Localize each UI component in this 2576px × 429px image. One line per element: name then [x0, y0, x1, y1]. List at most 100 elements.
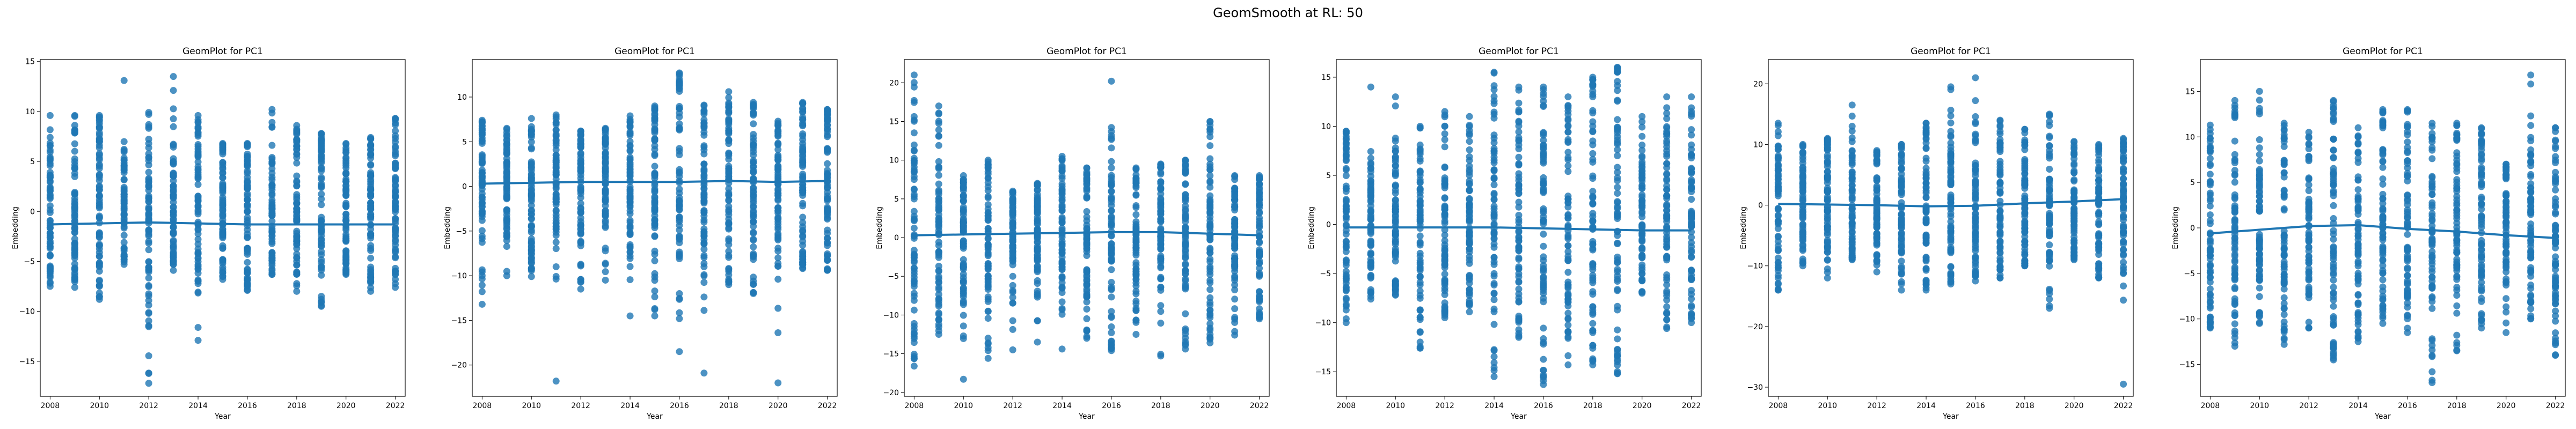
data-point: [194, 166, 202, 174]
data-point: [602, 180, 609, 187]
data-point: [1663, 160, 1671, 167]
data-point: [1058, 275, 1066, 282]
data-point: [1466, 195, 1473, 202]
data-point: [71, 165, 78, 173]
data-point: [1231, 295, 1239, 303]
data-point: [750, 209, 757, 216]
data-point: [1774, 128, 1782, 136]
data-point: [824, 195, 831, 203]
data-point: [145, 246, 152, 254]
data-point: [1108, 164, 1115, 172]
data-point: [46, 278, 54, 286]
data-point: [318, 190, 325, 198]
data-point: [1392, 167, 1399, 174]
data-point: [367, 279, 375, 286]
data-point: [1083, 305, 1091, 313]
data-point: [1490, 214, 1498, 222]
data-point: [1058, 298, 1066, 306]
y-tick-label: −15: [19, 358, 35, 366]
data-point: [910, 323, 918, 330]
data-point: [935, 132, 942, 140]
data-point: [71, 212, 78, 219]
data-point: [700, 207, 708, 214]
data-point: [984, 354, 992, 362]
data-point: [71, 128, 78, 135]
data-point: [1416, 148, 1424, 156]
data-point: [528, 160, 535, 167]
data-point: [774, 204, 782, 212]
data-point: [1132, 236, 1140, 243]
data-point: [725, 136, 733, 144]
data-point: [1058, 167, 1066, 175]
data-point: [960, 274, 967, 282]
data-point: [1441, 284, 1448, 292]
data-point: [1157, 210, 1165, 218]
y-tick-label: 10: [457, 93, 467, 102]
data-point: [1083, 221, 1091, 229]
data-point: [824, 114, 831, 121]
data-point: [1614, 190, 1621, 197]
data-point: [774, 192, 782, 199]
data-point: [552, 275, 560, 283]
data-point: [1108, 135, 1115, 142]
data-point: [1231, 176, 1239, 183]
x-tick-label: 2008: [1337, 402, 1356, 410]
data-point: [392, 226, 399, 234]
data-point: [602, 196, 609, 204]
data-point: [774, 224, 782, 231]
data-point: [1638, 261, 1646, 269]
data-point: [194, 250, 202, 257]
data-point: [1638, 277, 1646, 284]
data-point: [318, 264, 325, 272]
data-point: [1873, 231, 1880, 238]
data-point: [750, 236, 757, 244]
data-point: [342, 267, 350, 274]
data-point: [71, 140, 78, 147]
data-point: [651, 287, 658, 295]
data-point: [120, 77, 128, 84]
data-point: [1490, 145, 1498, 152]
data-point: [1824, 256, 1831, 263]
data-point: [750, 168, 757, 176]
data-point: [268, 217, 276, 225]
data-point: [602, 261, 609, 268]
data-point: [1058, 345, 1066, 353]
data-point: [1182, 206, 1189, 213]
data-point: [96, 151, 103, 159]
data-point: [935, 109, 942, 117]
data-point: [293, 268, 301, 276]
data-point: [1922, 265, 1930, 272]
data-point: [1799, 236, 1806, 243]
data-point: [1034, 292, 1041, 299]
data-point: [1182, 261, 1189, 269]
data-point: [935, 190, 942, 198]
data-point: [219, 267, 226, 274]
data-point: [799, 116, 807, 123]
data-point: [626, 130, 634, 137]
data-point: [1231, 245, 1239, 252]
data-point: [194, 124, 202, 132]
data-point: [1824, 158, 1831, 165]
data-point: [46, 112, 54, 119]
data-point: [1108, 128, 1115, 135]
data-point: [1688, 302, 1695, 309]
subplot-title: GeomPlot for PC1: [1479, 46, 1559, 57]
data-point: [71, 204, 78, 212]
data-point: [1466, 113, 1473, 120]
data-point: [1540, 93, 1547, 100]
data-point: [1515, 319, 1523, 326]
data-point: [145, 136, 152, 143]
y-tick-label: 15: [25, 58, 35, 66]
data-point: [1342, 231, 1350, 238]
subplot-title: GeomPlot for PC1: [614, 46, 695, 57]
data-point: [503, 225, 510, 233]
data-point: [960, 220, 967, 227]
data-point: [774, 132, 782, 140]
data-point: [1774, 157, 1782, 164]
data-point: [293, 177, 301, 185]
data-point: [700, 102, 708, 109]
y-tick-label: 15: [1321, 73, 1331, 82]
data-point: [1441, 163, 1448, 171]
data-point: [1034, 235, 1041, 242]
x-tick-label: 2022: [1250, 402, 1269, 410]
